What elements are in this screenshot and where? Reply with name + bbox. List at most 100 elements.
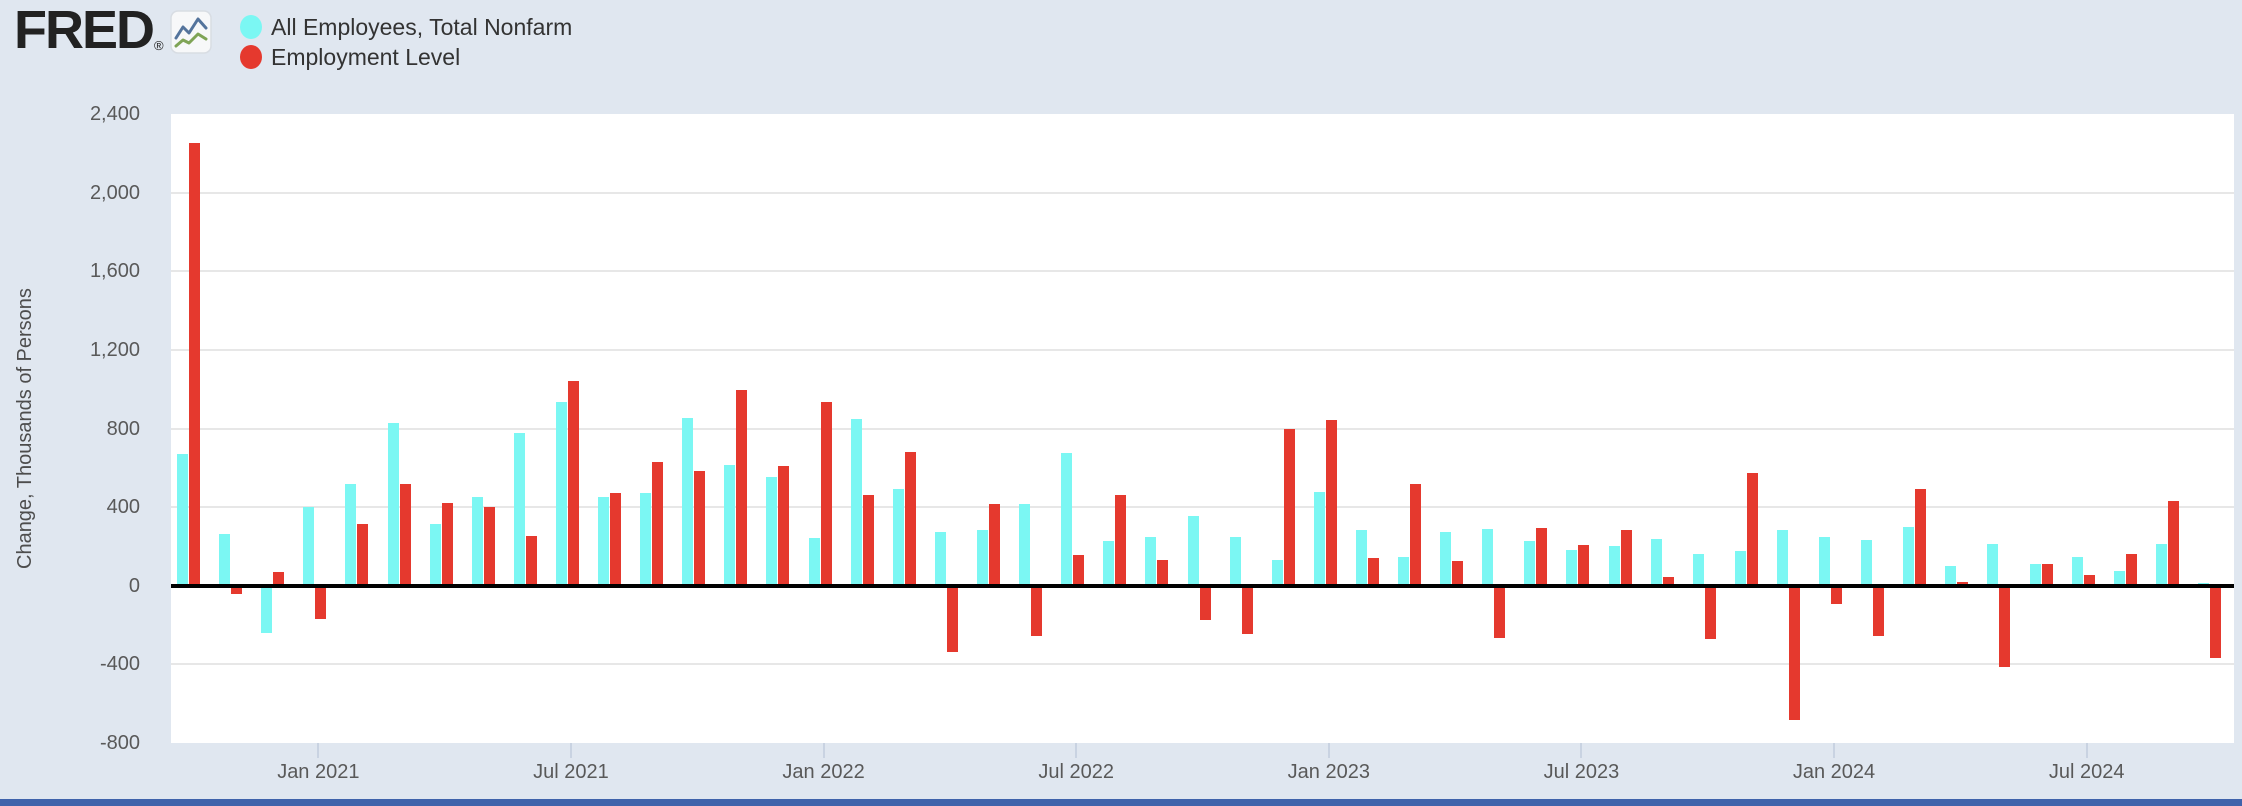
bar-nonfarm-mar-2022 bbox=[892, 489, 904, 586]
bar-employment-nov-2023 bbox=[1746, 472, 1758, 586]
bar-employment-feb-2021 bbox=[357, 523, 369, 586]
bar-nonfarm-sep-2022 bbox=[1145, 536, 1157, 586]
bar-employment-jul-2022 bbox=[1073, 555, 1085, 586]
bar-employment-jan-2023 bbox=[1325, 419, 1337, 586]
x-tick-label: Jan 2021 bbox=[277, 761, 360, 783]
bar-nonfarm-aug-2021 bbox=[598, 497, 610, 586]
x-tick-label: Jul 2023 bbox=[1543, 761, 1620, 783]
bar-employment-oct-2024 bbox=[2209, 585, 2221, 659]
bar-employment-sep-2024 bbox=[2167, 501, 2179, 586]
bar-employment-mar-2023 bbox=[1410, 483, 1421, 586]
bar-nonfarm-apr-2021 bbox=[429, 523, 441, 586]
bar-employment-sep-2022 bbox=[1157, 560, 1169, 586]
bar-nonfarm-jul-2023 bbox=[1566, 550, 1578, 586]
x-tick-mark bbox=[317, 743, 320, 758]
gridline bbox=[171, 191, 2234, 194]
bar-employment-nov-2022 bbox=[1241, 585, 1253, 634]
bar-nonfarm-may-2024 bbox=[1987, 544, 1999, 586]
y-tick-label: 0 bbox=[128, 574, 140, 597]
bar-nonfarm-feb-2023 bbox=[1355, 529, 1367, 586]
bar-nonfarm-apr-2022 bbox=[934, 531, 946, 586]
gridline bbox=[171, 270, 2234, 273]
chart-plot-area bbox=[171, 114, 2234, 743]
bar-nonfarm-oct-2021 bbox=[682, 417, 694, 586]
y-tick-label: 400 bbox=[106, 496, 140, 519]
bar-employment-apr-2023 bbox=[1452, 561, 1464, 586]
x-tick-mark bbox=[822, 743, 825, 758]
bar-employment-may-2023 bbox=[1494, 585, 1506, 638]
legend-item-nonfarm[interactable]: All Employees, Total Nonfarm bbox=[240, 12, 572, 42]
bar-nonfarm-aug-2022 bbox=[1103, 540, 1115, 586]
bar-nonfarm-mar-2023 bbox=[1398, 557, 1409, 586]
bar-nonfarm-may-2021 bbox=[471, 497, 483, 586]
bar-employment-jun-2023 bbox=[1536, 527, 1548, 586]
bar-nonfarm-feb-2021 bbox=[345, 483, 357, 586]
bar-employment-oct-2022 bbox=[1199, 585, 1211, 621]
bar-employment-aug-2022 bbox=[1115, 495, 1127, 586]
bar-nonfarm-jun-2024 bbox=[2029, 564, 2041, 586]
zero-line bbox=[171, 583, 2234, 588]
bar-employment-mar-2024 bbox=[1915, 489, 1927, 586]
bar-nonfarm-nov-2023 bbox=[1734, 551, 1746, 586]
x-tick-mark bbox=[1327, 743, 1330, 758]
bar-nonfarm-may-2023 bbox=[1482, 528, 1494, 586]
bar-nonfarm-nov-2020 bbox=[219, 533, 231, 586]
bar-employment-oct-2021 bbox=[694, 470, 706, 586]
bar-nonfarm-dec-2020 bbox=[261, 585, 273, 633]
bar-employment-jun-2024 bbox=[2041, 564, 2053, 586]
x-tick-label: Jan 2023 bbox=[1287, 761, 1370, 783]
x-tick-mark bbox=[1075, 743, 1078, 758]
bar-employment-dec-2020 bbox=[273, 571, 285, 586]
bar-employment-jan-2024 bbox=[1831, 585, 1843, 605]
bar-nonfarm-jan-2022 bbox=[808, 537, 820, 586]
legend-dot-nonfarm-icon bbox=[240, 15, 262, 39]
bar-nonfarm-aug-2023 bbox=[1608, 546, 1620, 586]
bar-employment-apr-2022 bbox=[946, 585, 958, 652]
legend-label-nonfarm: All Employees, Total Nonfarm bbox=[271, 13, 573, 40]
bar-nonfarm-jul-2024 bbox=[2071, 557, 2083, 586]
bar-employment-aug-2021 bbox=[610, 493, 622, 586]
bar-nonfarm-aug-2024 bbox=[2113, 571, 2125, 586]
legend-dot-employment-icon bbox=[240, 45, 262, 69]
bar-employment-jul-2024 bbox=[2083, 574, 2095, 586]
bar-employment-may-2021 bbox=[483, 507, 495, 586]
bar-employment-dec-2023 bbox=[1788, 585, 1800, 721]
bar-employment-sep-2021 bbox=[652, 461, 664, 586]
bar-employment-feb-2024 bbox=[1873, 585, 1885, 636]
y-tick-label: 2,000 bbox=[89, 181, 140, 204]
bar-employment-jan-2022 bbox=[820, 401, 832, 586]
bar-nonfarm-dec-2021 bbox=[766, 476, 778, 586]
bar-nonfarm-apr-2024 bbox=[1945, 566, 1957, 586]
bar-nonfarm-jul-2021 bbox=[555, 401, 567, 586]
bar-employment-jul-2023 bbox=[1578, 545, 1590, 586]
bar-employment-feb-2023 bbox=[1367, 558, 1379, 586]
x-tick-label: Jan 2024 bbox=[1792, 761, 1876, 783]
legend-item-employment[interactable]: Employment Level bbox=[240, 42, 572, 72]
bar-nonfarm-dec-2022 bbox=[1271, 560, 1283, 586]
gridline bbox=[171, 427, 2234, 430]
bar-nonfarm-jun-2021 bbox=[513, 433, 525, 586]
bar-employment-oct-2020 bbox=[189, 143, 201, 586]
x-tick-mark bbox=[569, 743, 572, 758]
x-tick-mark bbox=[1580, 743, 1583, 758]
bar-nonfarm-feb-2022 bbox=[850, 418, 862, 586]
footer-bar bbox=[0, 799, 2242, 806]
bar-nonfarm-oct-2023 bbox=[1692, 554, 1704, 586]
bar-employment-jun-2021 bbox=[525, 535, 537, 586]
gridline bbox=[171, 506, 2234, 509]
bar-nonfarm-oct-2022 bbox=[1187, 515, 1199, 586]
gridline bbox=[171, 348, 2234, 351]
bar-nonfarm-jan-2023 bbox=[1313, 492, 1325, 586]
bar-nonfarm-nov-2021 bbox=[724, 464, 736, 586]
bar-nonfarm-apr-2023 bbox=[1440, 531, 1452, 586]
gridline bbox=[171, 663, 2234, 666]
bar-employment-aug-2024 bbox=[2125, 554, 2137, 586]
bar-employment-jun-2022 bbox=[1031, 585, 1043, 636]
y-tick-label: 1,600 bbox=[89, 260, 140, 283]
fred-logo[interactable]: FRED ® bbox=[14, 3, 212, 59]
registered-trademark: ® bbox=[154, 38, 164, 53]
y-tick-label: 800 bbox=[106, 417, 140, 440]
bar-nonfarm-jan-2024 bbox=[1819, 536, 1831, 586]
bar-nonfarm-jun-2022 bbox=[1019, 504, 1031, 586]
bar-nonfarm-dec-2023 bbox=[1776, 529, 1788, 586]
